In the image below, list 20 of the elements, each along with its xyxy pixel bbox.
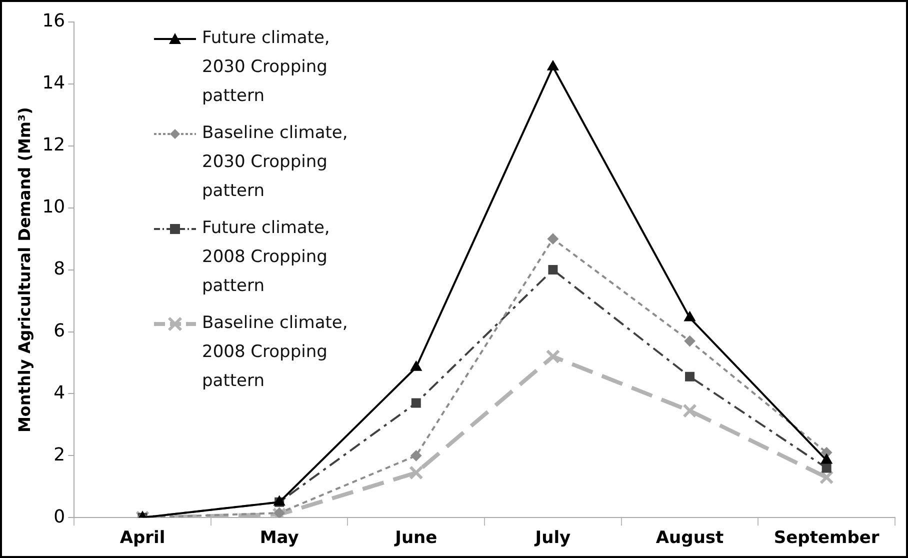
y-tick-label: 2 <box>54 444 66 466</box>
legend-label: Baseline climate, 2008 Cropping pattern <box>202 312 349 393</box>
x-tick-label: June <box>394 528 438 548</box>
y-tick-label: 4 <box>54 382 66 404</box>
x-tick-label: September <box>774 528 880 548</box>
y-tick-label: 0 <box>54 506 66 528</box>
y-axis-title: Monthly Agricultural Demand (Mm³) <box>14 107 34 433</box>
y-tick-label: 14 <box>42 72 66 94</box>
y-tick-label: 10 <box>42 196 66 218</box>
legend-label: Future climate, 2008 Cropping pattern <box>202 217 331 298</box>
legend-label: Future climate, 2030 Cropping pattern <box>202 27 331 108</box>
y-tick-label: 8 <box>54 258 66 280</box>
legend-label: Baseline climate, 2030 Cropping pattern <box>202 122 349 203</box>
y-tick-label: 12 <box>42 134 66 156</box>
x-tick-label: August <box>656 528 724 548</box>
x-tick-label: April <box>120 528 166 548</box>
y-tick-label: 16 <box>42 10 66 32</box>
x-tick-label: July <box>534 528 571 548</box>
y-tick-label: 6 <box>54 320 66 342</box>
x-tick-label: May <box>260 528 299 548</box>
